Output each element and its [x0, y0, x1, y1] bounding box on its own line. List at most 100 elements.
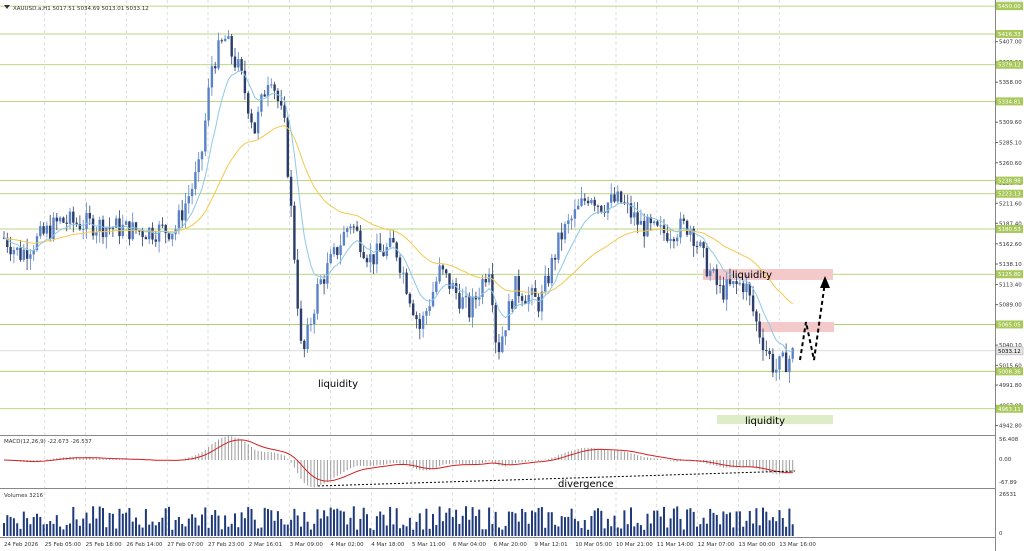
candle-body — [289, 176, 293, 206]
price-level-tag — [996, 2, 1023, 11]
candle-body — [590, 199, 593, 204]
candle-body — [682, 218, 685, 221]
candle-body — [692, 228, 695, 246]
candle-body — [223, 38, 227, 42]
price-level-tag-label: 5125.80 — [998, 272, 1021, 278]
candle-body — [666, 233, 669, 241]
time-tick-label: 27 Feb 07:00 — [167, 542, 204, 548]
candle-body — [487, 274, 491, 283]
candle-body — [359, 230, 362, 253]
volume-bars — [3, 506, 794, 536]
candle-body — [49, 225, 52, 239]
candle-body — [788, 358, 791, 373]
price-level-tag — [996, 60, 1023, 69]
candle-body — [646, 217, 649, 237]
candle-body — [329, 254, 332, 264]
price-level-tag — [996, 97, 1023, 106]
candle-body — [751, 295, 755, 312]
candle-body — [458, 293, 461, 309]
candle-body — [484, 278, 487, 283]
price-level-tag — [996, 189, 1023, 198]
candle-body — [547, 275, 550, 284]
candle-body — [441, 265, 445, 270]
candle-body — [22, 249, 25, 260]
candle-body — [154, 239, 157, 242]
price-tick-label: 5015.60 — [999, 363, 1022, 369]
candle-body — [233, 56, 237, 68]
candle-body — [82, 228, 85, 230]
chart-menu-triangle-icon[interactable] — [4, 5, 10, 9]
candle-body — [784, 352, 788, 373]
candle-body — [303, 340, 306, 350]
candle-body — [676, 237, 679, 242]
symbol-label: XAUUSD.a,H1 5017.51 5034.69 5013.01 5033… — [13, 6, 149, 12]
candle-body — [758, 321, 761, 338]
candle-body — [210, 66, 214, 88]
candle-body — [379, 243, 382, 252]
candle-body — [138, 230, 141, 232]
candle-body — [705, 248, 709, 277]
liquidity-label-top: liquidity — [732, 270, 772, 281]
candle-body — [722, 285, 725, 300]
candle-body — [567, 220, 570, 225]
candle-body — [527, 294, 530, 304]
candle-body — [573, 209, 577, 219]
candle-body — [148, 227, 151, 240]
candle-body — [709, 270, 712, 277]
macd-signal-line — [3, 439, 793, 482]
candle-body — [633, 212, 636, 218]
candle-body — [207, 87, 210, 121]
candle-body — [299, 308, 303, 341]
candle-body — [557, 232, 560, 260]
candle-body — [276, 90, 280, 102]
candle-body — [42, 226, 45, 234]
time-tick-label: 13 Mar 00:00 — [738, 542, 775, 548]
candle-body — [177, 210, 181, 230]
candle-body — [167, 233, 171, 240]
candle-body — [412, 303, 415, 316]
candle-body — [619, 191, 623, 203]
candle-body — [98, 219, 101, 232]
candle-body — [497, 342, 501, 353]
candle-body — [349, 226, 352, 229]
candle-body — [553, 257, 557, 260]
candle-body — [511, 301, 514, 309]
candle-body — [91, 218, 95, 236]
candle-body — [616, 191, 619, 202]
candle-body — [738, 283, 742, 285]
price-tick-label: 4942.80 — [999, 424, 1022, 430]
candle-body — [293, 205, 296, 260]
candle-body — [656, 221, 659, 226]
candle-body — [313, 313, 316, 325]
price-tick-label: 5309.60 — [999, 120, 1022, 126]
time-tick-label: 10 Mar 05:00 — [575, 542, 612, 548]
candle-body — [286, 117, 289, 177]
candle-body — [685, 220, 689, 235]
candle-body — [25, 249, 29, 259]
candle-body — [725, 279, 728, 300]
candle-body — [781, 352, 784, 357]
candle-body — [115, 218, 118, 228]
candle-body — [362, 252, 365, 259]
candle-body — [501, 336, 504, 353]
time-axis-ticks: 24 Feb 2026 25 Feb 05:00 25 Feb 18:00 26 Fe… — [4, 542, 816, 548]
time-tick-label: 4 Mar 18:00 — [371, 542, 405, 548]
candle-body — [78, 223, 82, 230]
candle-body — [200, 151, 204, 160]
time-tick-label: 12 Mar 07:00 — [698, 542, 735, 548]
candle-body — [471, 296, 474, 318]
candle-body — [52, 217, 55, 239]
candle-body — [712, 269, 715, 271]
projection-arrowhead-icon — [820, 276, 830, 288]
candle-body — [336, 247, 339, 256]
price-level-tag — [996, 224, 1023, 233]
candle-body — [62, 217, 65, 223]
projection-path — [799, 281, 826, 361]
macd-histogram — [6, 435, 794, 488]
candle-body — [375, 243, 379, 265]
candle-body — [540, 291, 544, 312]
candle-body — [613, 194, 616, 202]
candle-body — [610, 194, 613, 203]
candle-body — [352, 226, 355, 228]
